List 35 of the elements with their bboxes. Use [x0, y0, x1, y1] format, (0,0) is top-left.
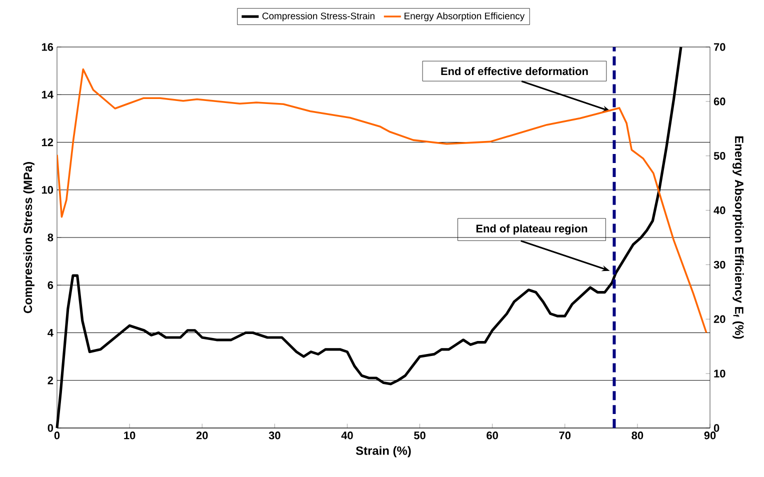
- y-tick-label: 2: [48, 376, 54, 384]
- x-tick-label: 70: [559, 432, 571, 440]
- y2-tick-label: 70: [714, 43, 726, 51]
- x-tick-label: 20: [196, 432, 208, 440]
- y2-tick-label: 30: [714, 260, 726, 269]
- annotation: End of effective deformation: [441, 67, 588, 76]
- x-tick-label: 90: [704, 432, 716, 440]
- y2-tick-label: 50: [714, 152, 726, 160]
- y-tick-label: 16: [42, 43, 54, 51]
- y-tick-label: 10: [42, 186, 54, 194]
- x-axis-title: Strain (%): [356, 446, 411, 458]
- y-tick-label: 0: [48, 424, 54, 432]
- y-tick-label: 12: [42, 138, 54, 146]
- x-tick-label: 40: [341, 432, 353, 440]
- y2-tick-label: 40: [714, 206, 726, 214]
- x-tick-label: 60: [486, 432, 498, 440]
- line-series: [57, 68, 708, 334]
- legend-label: Energy Absorption Efficiency: [404, 12, 525, 22]
- y-axis-title: Compression Stress (MPa): [23, 162, 34, 314]
- x-tick-label: 80: [632, 432, 644, 440]
- legend-label: Compression Stress-Strain: [262, 12, 374, 22]
- y2-tick-label: 60: [714, 98, 726, 106]
- y-tick-label: 6: [48, 281, 54, 290]
- y-tick-label: 8: [48, 234, 54, 242]
- x-tick-label: 10: [124, 432, 136, 440]
- y-tick-label: 14: [42, 90, 54, 98]
- y2-axis-title: Energy Absorption Efficiency E$_{f}$ (%): [732, 136, 744, 339]
- y2-tick-label: 20: [714, 315, 726, 324]
- x-tick-label: 50: [414, 432, 426, 440]
- x-tick-label: 0: [54, 432, 60, 440]
- annotation: End of plateau region: [476, 224, 588, 235]
- y2-tick-label: 10: [714, 370, 726, 378]
- y2-tick-label: 0: [714, 424, 720, 432]
- x-tick-label: 30: [268, 432, 280, 440]
- y-tick-label: 4: [48, 328, 54, 337]
